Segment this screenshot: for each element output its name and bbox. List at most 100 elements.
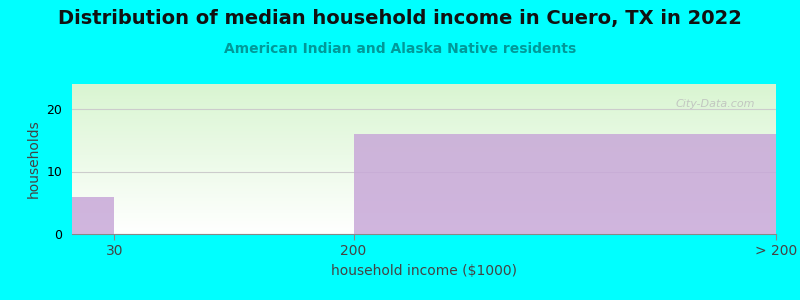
Bar xyxy=(72,225,776,226)
Bar xyxy=(72,114,776,116)
Bar xyxy=(72,188,776,189)
Bar xyxy=(72,182,776,183)
Text: City-Data.com: City-Data.com xyxy=(675,99,755,109)
Bar xyxy=(72,110,776,111)
Bar xyxy=(72,134,776,135)
Bar xyxy=(72,138,776,140)
Bar xyxy=(72,85,776,87)
Bar xyxy=(72,120,776,122)
Bar xyxy=(72,226,776,228)
Bar xyxy=(72,146,776,147)
Bar xyxy=(72,160,776,162)
Bar xyxy=(72,108,776,110)
Bar xyxy=(72,147,776,148)
Bar xyxy=(72,169,776,171)
Bar xyxy=(72,126,776,128)
Bar xyxy=(72,150,776,152)
Bar xyxy=(354,134,776,234)
Bar xyxy=(72,87,776,88)
X-axis label: household income ($1000): household income ($1000) xyxy=(331,264,517,278)
Bar xyxy=(72,212,776,213)
Bar xyxy=(72,88,776,90)
Bar xyxy=(72,168,776,170)
Text: American Indian and Alaska Native residents: American Indian and Alaska Native reside… xyxy=(224,42,576,56)
Bar xyxy=(72,116,776,117)
Bar xyxy=(72,220,776,222)
Bar xyxy=(72,129,776,130)
Bar xyxy=(72,132,776,134)
Bar xyxy=(72,218,776,219)
Bar xyxy=(72,135,776,136)
Bar xyxy=(72,112,776,114)
Bar xyxy=(72,230,776,231)
Bar xyxy=(72,192,776,194)
Bar xyxy=(72,172,776,174)
Bar xyxy=(72,90,776,92)
Bar xyxy=(72,128,776,129)
Bar xyxy=(72,180,776,182)
Bar xyxy=(72,148,776,150)
Bar xyxy=(72,100,776,102)
Bar xyxy=(72,92,776,93)
Bar xyxy=(72,94,776,96)
Bar xyxy=(72,198,776,200)
Bar xyxy=(72,195,776,196)
Bar xyxy=(72,216,776,218)
Bar xyxy=(72,141,776,142)
Bar xyxy=(72,174,776,176)
Text: Distribution of median household income in Cuero, TX in 2022: Distribution of median household income … xyxy=(58,9,742,28)
Bar xyxy=(72,117,776,118)
Bar xyxy=(72,164,776,165)
Bar xyxy=(72,190,776,192)
Bar xyxy=(72,222,776,224)
Bar xyxy=(72,111,776,112)
Bar xyxy=(72,176,776,177)
Bar xyxy=(72,152,776,153)
Bar xyxy=(72,123,776,124)
Bar xyxy=(72,231,776,232)
Bar xyxy=(72,159,776,160)
Bar xyxy=(72,102,776,104)
Bar xyxy=(72,210,776,212)
Bar xyxy=(72,202,776,204)
Bar xyxy=(72,136,776,138)
Bar xyxy=(72,189,776,190)
Bar xyxy=(72,196,776,198)
Bar xyxy=(72,200,776,201)
Bar xyxy=(72,186,776,188)
Bar xyxy=(72,156,776,158)
Bar xyxy=(72,213,776,214)
Bar xyxy=(72,219,776,220)
Bar xyxy=(72,130,776,132)
Bar xyxy=(72,122,776,123)
Bar xyxy=(72,214,776,216)
Bar xyxy=(72,177,776,178)
Bar xyxy=(72,224,776,225)
Bar xyxy=(72,208,776,210)
Bar xyxy=(72,96,776,98)
Bar xyxy=(72,201,776,202)
Bar xyxy=(72,84,776,86)
Bar xyxy=(72,144,776,146)
Bar xyxy=(72,105,776,106)
Bar xyxy=(72,106,776,108)
Bar xyxy=(72,207,776,208)
Y-axis label: households: households xyxy=(27,120,41,198)
Bar xyxy=(72,124,776,126)
Bar xyxy=(72,158,776,159)
Bar xyxy=(72,232,776,234)
Bar xyxy=(72,154,776,156)
Bar xyxy=(72,103,776,105)
Bar xyxy=(72,171,776,172)
Bar xyxy=(72,183,776,184)
Bar xyxy=(72,142,776,144)
Bar xyxy=(72,153,776,154)
Bar xyxy=(72,228,776,230)
Bar xyxy=(72,162,776,164)
Bar xyxy=(72,184,776,186)
Bar xyxy=(72,140,776,141)
Bar xyxy=(72,194,776,195)
Bar xyxy=(72,206,776,207)
Bar xyxy=(72,98,776,99)
Bar xyxy=(72,118,776,120)
